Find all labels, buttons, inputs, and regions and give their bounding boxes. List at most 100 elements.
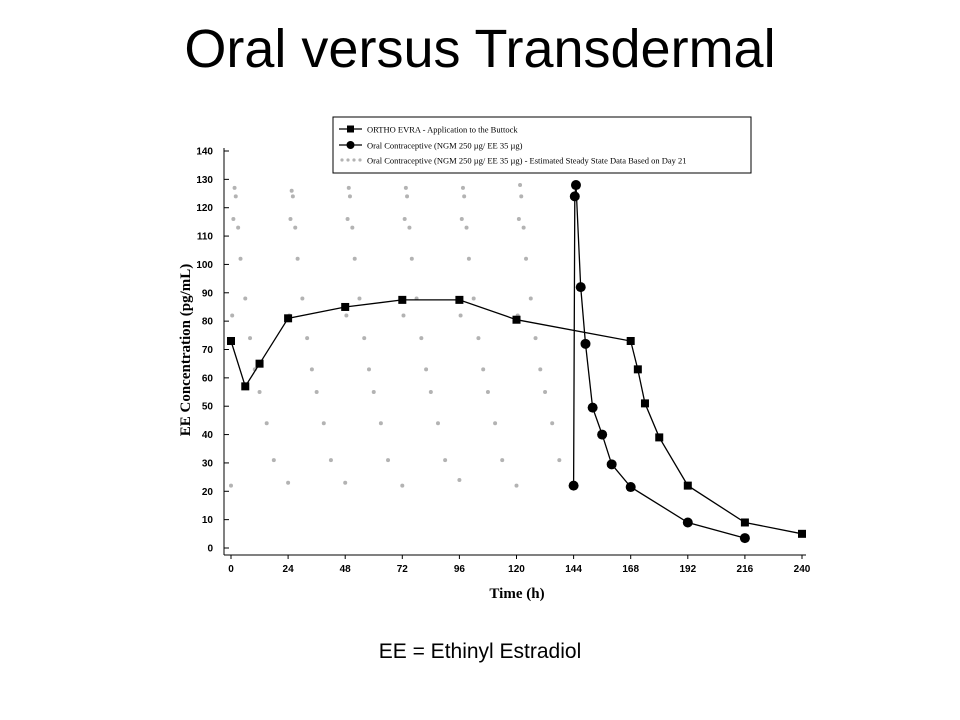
- ortho-evra-point: [227, 336, 235, 345]
- y-tick-label: 10: [202, 515, 214, 526]
- slide-title: Oral versus Transdermal: [184, 19, 776, 79]
- steady-state-point: [362, 336, 367, 341]
- y-tick-label: 130: [196, 175, 213, 186]
- steady-state-point: [243, 296, 248, 301]
- oral-contraceptive-line: [572, 184, 746, 539]
- steady-state-point: [405, 194, 410, 199]
- oral-contraceptive-point: [597, 429, 608, 440]
- x-tick-label: 144: [565, 564, 582, 575]
- ortho-evra-line: [230, 299, 803, 535]
- steady-state-point: [232, 185, 237, 190]
- steady-state-point: [516, 217, 521, 222]
- steady-state-point: [230, 313, 235, 318]
- steady-state-point: [321, 421, 326, 426]
- steady-state-point: [309, 367, 314, 372]
- oral-contraceptive-point: [580, 338, 591, 349]
- steady-state-point: [514, 483, 519, 488]
- oral-contraceptive-point: [575, 282, 586, 293]
- x-tick-label: 216: [737, 564, 754, 575]
- steady-state-point: [350, 225, 355, 230]
- y-tick-label: 140: [196, 147, 213, 158]
- y-tick-label: 80: [202, 317, 214, 328]
- steady-state-point: [466, 256, 471, 261]
- steady-state-point: [538, 367, 543, 372]
- steady-state-point: [344, 313, 349, 318]
- steady-state-point: [407, 225, 412, 230]
- steady-state-point: [471, 296, 476, 301]
- y-tick-label: 70: [202, 345, 214, 356]
- oral-contraceptive-point: [587, 402, 598, 413]
- steady-state-point: [528, 296, 533, 301]
- y-tick-label: 60: [202, 373, 214, 384]
- oral-contraceptive-point: [570, 180, 581, 191]
- footnote: EE = Ethinyl Estradiol: [378, 640, 582, 663]
- y-tick-label: 90: [202, 288, 214, 299]
- steady-state-point: [371, 390, 376, 395]
- steady-state-point: [401, 313, 406, 318]
- ortho-evra-point: [398, 295, 407, 304]
- x-tick-label: 0: [228, 564, 234, 575]
- steady-state-point: [229, 483, 233, 488]
- steady-state-point: [314, 390, 319, 395]
- steady-state-point: [462, 194, 467, 199]
- steady-state-point: [409, 256, 414, 261]
- steady-state-point: [286, 480, 291, 485]
- legend-dots-marker: [358, 158, 362, 162]
- legend-circle-marker: [346, 141, 355, 149]
- steady-state-point: [328, 458, 333, 463]
- x-tick-label: 240: [794, 564, 811, 575]
- ortho-evra-point: [633, 365, 642, 374]
- steady-state-point: [443, 458, 448, 463]
- chart-axes: 0 10 20 30 40 50 60 70 80 90 100 110 120 130 140 0 24 48 7…: [196, 147, 810, 576]
- steady-state-point: [457, 477, 462, 482]
- steady-state-point: [366, 367, 371, 372]
- steady-state-point: [424, 367, 429, 372]
- ortho-evra-point: [455, 295, 464, 304]
- steady-state-point: [305, 336, 310, 341]
- legend-dots-marker: [352, 158, 356, 162]
- steady-state-point: [543, 390, 548, 395]
- legend-entry-label: Oral Contraceptive (NGM 250 µg/ EE 35 µg…: [367, 156, 687, 166]
- legend-dots-marker: [340, 158, 344, 162]
- steady-state-point: [533, 336, 538, 341]
- oral-contraceptive-point: [682, 517, 693, 528]
- ortho-evra-point: [284, 314, 293, 323]
- ortho-evra-point: [683, 481, 692, 490]
- y-tick-label: 40: [202, 430, 214, 441]
- steady-state-point: [500, 458, 505, 463]
- y-tick-label: 0: [207, 544, 213, 555]
- steady-state-point: [518, 183, 523, 188]
- ortho-evra-point: [341, 302, 350, 311]
- ortho-evra-point: [740, 518, 749, 527]
- steady-state-point: [459, 217, 464, 222]
- steady-state-point: [290, 194, 295, 199]
- oral-contraceptive-point: [739, 533, 750, 544]
- x-tick-label: 48: [340, 564, 352, 575]
- steady-state-point: [402, 217, 407, 222]
- x-tick-label: 120: [508, 564, 525, 575]
- steady-state-point: [419, 336, 424, 341]
- y-tick-label: 110: [197, 232, 214, 243]
- steady-state-point: [345, 217, 350, 222]
- steady-state-point: [352, 256, 357, 261]
- steady-state-point: [343, 480, 348, 485]
- oral-contraceptive-point: [569, 191, 580, 202]
- steady-state-point: [524, 256, 529, 261]
- y-tick-label: 20: [202, 487, 214, 498]
- legend-square-marker: [347, 125, 354, 133]
- steady-state-point: [460, 185, 465, 190]
- legend-entry-label: Oral Contraceptive (NGM 250 µg/ EE 35 µg…: [367, 141, 523, 151]
- steady-state-point: [346, 185, 351, 190]
- oral-contraceptive-point: [625, 482, 636, 493]
- steady-state-point: [347, 194, 352, 199]
- ortho-evra-point: [626, 336, 635, 345]
- y-tick-label: 50: [202, 402, 214, 413]
- steady-state-point: [493, 421, 498, 426]
- ortho-evra-point: [512, 315, 521, 324]
- steady-state-point: [458, 313, 463, 318]
- steady-state-point: [485, 390, 490, 395]
- ortho-evra-point: [241, 382, 250, 391]
- steady-state-point: [264, 421, 269, 426]
- x-tick-label: 192: [679, 564, 696, 575]
